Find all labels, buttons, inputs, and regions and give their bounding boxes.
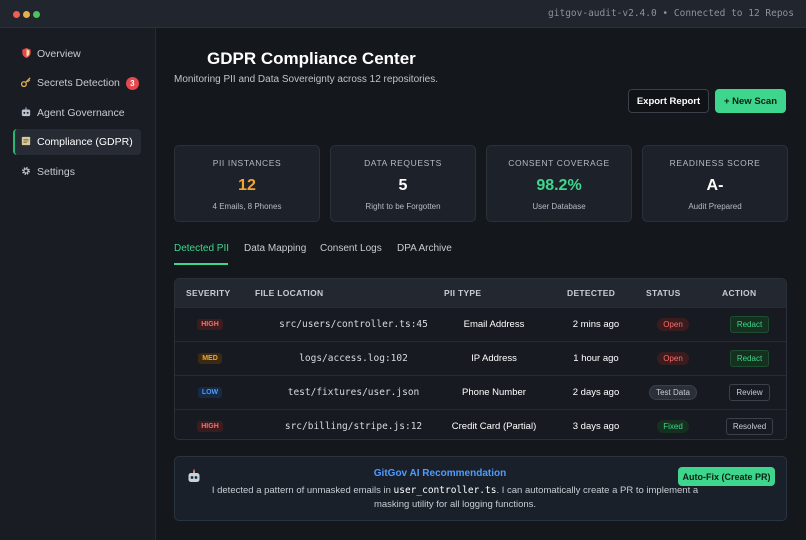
- stat-subtext: 4 Emails, 8 Phones: [212, 202, 282, 211]
- column-header-status[interactable]: STATUS: [646, 288, 681, 298]
- export-report-button[interactable]: Export Report: [628, 89, 709, 113]
- status-badge: Test Data: [649, 385, 697, 400]
- title-bar: gitgov-audit-v2.4.0 • Connected to 12 Re…: [0, 0, 806, 28]
- ai-text-rest: . I can automatically create a PR to imp…: [373, 485, 699, 510]
- notification-badge: 3: [125, 76, 139, 90]
- ai-recommendation-panel: GitGov AI Recommendation I detected a pa…: [174, 456, 787, 521]
- file-location[interactable]: test/fixtures/user.json: [287, 387, 420, 398]
- table-header: SEVERITY FILE LOCATION PII TYPE DETECTED…: [175, 279, 786, 307]
- detected-time: 2 mins ago: [572, 319, 620, 330]
- stat-value: 5: [398, 177, 408, 194]
- severity-badge: LOW: [197, 387, 223, 398]
- ai-recommendation-title: GitGov AI Recommendation: [373, 468, 507, 479]
- auto-fix-button[interactable]: Auto-Fix (Create PR): [678, 467, 775, 486]
- page-title: GDPR Compliance Center: [207, 49, 416, 68]
- shield-icon: [21, 48, 31, 60]
- stat-value: A-: [706, 177, 724, 194]
- tab-data-mapping[interactable]: Data Mapping: [244, 243, 307, 254]
- tab-consent-logs[interactable]: Consent Logs: [320, 243, 382, 254]
- stat-card-data-requests: DATA REQUESTS 5 Right to be Forgotten: [330, 145, 476, 222]
- sidebar-item-label: Overview: [37, 48, 81, 60]
- gear-icon: [21, 166, 31, 178]
- sidebar-item-label: Secrets Detection: [37, 77, 120, 89]
- stat-label: DATA REQUESTS: [364, 158, 442, 168]
- code-filename: user_controller.ts: [393, 485, 497, 496]
- stat-card-consent-coverage: CONSENT COVERAGE 98.2% User Database: [486, 145, 632, 222]
- stat-value: 98.2%: [536, 177, 582, 194]
- stat-subtext: Audit Prepared: [688, 202, 742, 211]
- redact-button[interactable]: Redact: [729, 350, 770, 367]
- table-row[interactable]: LOW test/fixtures/user.json Phone Number…: [175, 375, 786, 409]
- stat-label: CONSENT COVERAGE: [508, 158, 610, 168]
- severity-badge: HIGH: [197, 421, 223, 432]
- status-badge: Open: [657, 352, 689, 365]
- file-location[interactable]: src/users/controller.ts:45: [279, 319, 428, 330]
- pii-type: IP Address: [471, 353, 517, 364]
- robot-icon: [187, 469, 201, 483]
- pii-type: Credit Card (Partial): [451, 421, 537, 432]
- sidebar-item-label: Agent Governance: [37, 107, 125, 119]
- key-icon: [20, 77, 31, 89]
- stat-label: READINESS SCORE: [669, 158, 761, 168]
- stat-subtext: User Database: [532, 202, 586, 211]
- sidebar-item-settings[interactable]: Settings: [13, 159, 141, 185]
- sidebar-item-label: Settings: [37, 166, 75, 178]
- table-row[interactable]: HIGH src/users/controller.ts:45 Email Ad…: [175, 307, 786, 341]
- column-header-pii-type[interactable]: PII TYPE: [444, 288, 482, 298]
- maximize-window-button[interactable]: [33, 11, 40, 18]
- severity-badge: MED: [198, 353, 222, 364]
- column-header-severity[interactable]: SEVERITY: [186, 288, 231, 298]
- stat-value: 12: [238, 177, 256, 194]
- ai-text-intro: I detected a pattern of unmasked emails …: [211, 485, 394, 496]
- pii-type: Email Address: [463, 319, 525, 330]
- redact-button[interactable]: Redact: [729, 316, 770, 333]
- page-subtitle: Monitoring PII and Data Sovereignty acro…: [174, 74, 439, 85]
- column-header-file-location[interactable]: FILE LOCATION: [255, 288, 324, 298]
- sidebar-item-overview[interactable]: Overview: [13, 41, 141, 67]
- detected-time: 1 hour ago: [573, 353, 619, 364]
- detected-time: 2 days ago: [572, 387, 620, 398]
- stat-subtext: Right to be Forgotten: [365, 202, 441, 211]
- active-tab-indicator: [174, 263, 228, 265]
- stat-card-pii-instances: PII INSTANCES 12 4 Emails, 8 Phones: [174, 145, 320, 222]
- sidebar-item-label: Compliance (GDPR): [37, 136, 133, 148]
- status-badge: Fixed: [657, 420, 689, 433]
- pii-type: Phone Number: [462, 387, 526, 398]
- file-location[interactable]: logs/access.log:102: [299, 353, 408, 364]
- stat-label: PII INSTANCES: [212, 158, 282, 168]
- sidebar-item-secrets-detection[interactable]: Secrets Detection 3: [13, 70, 141, 96]
- sidebar-item-agent-governance[interactable]: Agent Governance: [13, 100, 141, 126]
- detected-time: 3 days ago: [572, 421, 620, 432]
- file-location[interactable]: src/billing/stripe.js:12: [284, 421, 423, 432]
- document-icon: [21, 136, 31, 148]
- sidebar: Overview Secrets Detection 3 Agent Gover…: [0, 28, 156, 540]
- review-button[interactable]: Review: [729, 384, 770, 401]
- resolved-button[interactable]: Resolved: [725, 418, 774, 435]
- column-header-action[interactable]: ACTION: [722, 288, 757, 298]
- minimize-window-button[interactable]: [23, 11, 30, 18]
- close-window-button[interactable]: [13, 11, 20, 18]
- severity-badge: HIGH: [197, 319, 223, 330]
- tab-detected-pii[interactable]: Detected PII: [174, 243, 230, 254]
- column-header-detected[interactable]: DETECTED: [567, 288, 616, 298]
- ai-recommendation-text: I detected a pattern of unmasked emails …: [205, 484, 705, 512]
- robot-icon: [21, 107, 31, 119]
- table-row[interactable]: HIGH src/billing/stripe.js:12 Credit Car…: [175, 409, 786, 439]
- new-scan-button[interactable]: + New Scan: [715, 89, 786, 113]
- sidebar-item-compliance-gdpr[interactable]: Compliance (GDPR): [13, 129, 141, 155]
- connection-status: gitgov-audit-v2.4.0 • Connected to 12 Re…: [548, 8, 794, 19]
- status-badge: Open: [657, 318, 689, 331]
- table-row[interactable]: MED logs/access.log:102 IP Address 1 hou…: [175, 341, 786, 375]
- pii-table: SEVERITY FILE LOCATION PII TYPE DETECTED…: [174, 278, 787, 440]
- stat-card-readiness-score: READINESS SCORE A- Audit Prepared: [642, 145, 788, 222]
- tab-dpa-archive[interactable]: DPA Archive: [397, 243, 452, 254]
